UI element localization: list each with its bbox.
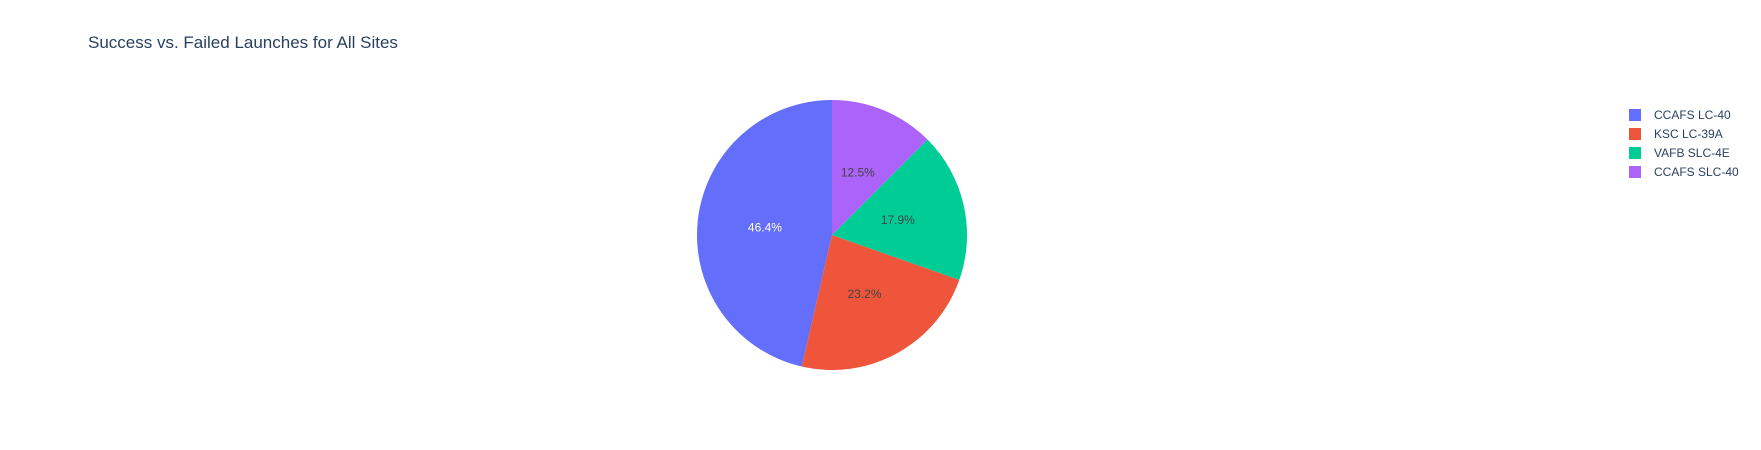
slice-labels: 46.4% 23.2% 17.9% 12.5% bbox=[748, 166, 915, 302]
legend-item-2[interactable]: VAFB SLC-4E bbox=[1625, 143, 1739, 162]
legend-label-2: VAFB SLC-4E bbox=[1654, 145, 1730, 160]
pie-slice-3[interactable] bbox=[832, 100, 928, 235]
chart-title: Success vs. Failed Launches for All Site… bbox=[88, 33, 398, 52]
slice-label-1: 23.2% bbox=[848, 287, 882, 301]
legend: CCAFS LC-40 KSC LC-39A VAFB SLC-4E CCAFS SL… bbox=[1625, 105, 1739, 181]
legend-item-0[interactable]: CCAFS LC-40 bbox=[1625, 105, 1739, 124]
legend-item-3[interactable]: CCAFS SLC-40 bbox=[1625, 162, 1739, 181]
pie-slice-2[interactable] bbox=[832, 139, 967, 280]
legend-swatch-1 bbox=[1629, 127, 1641, 140]
pie-slice-0[interactable] bbox=[697, 100, 832, 367]
legend-item-1[interactable]: KSC LC-39A bbox=[1625, 124, 1739, 143]
legend-swatch-0 bbox=[1629, 108, 1641, 121]
legend-label-0: CCAFS LC-40 bbox=[1654, 107, 1731, 122]
slice-label-2: 17.9% bbox=[881, 213, 915, 227]
pie-slices bbox=[697, 100, 967, 370]
slice-label-3: 12.5% bbox=[841, 166, 875, 180]
legend-label-3: CCAFS SLC-40 bbox=[1654, 164, 1739, 179]
legend-swatch-3 bbox=[1629, 165, 1641, 178]
pie-slice-1[interactable] bbox=[801, 235, 960, 370]
legend-label-1: KSC LC-39A bbox=[1654, 126, 1723, 141]
legend-swatch-2 bbox=[1629, 146, 1641, 159]
slice-label-0: 46.4% bbox=[748, 220, 782, 234]
